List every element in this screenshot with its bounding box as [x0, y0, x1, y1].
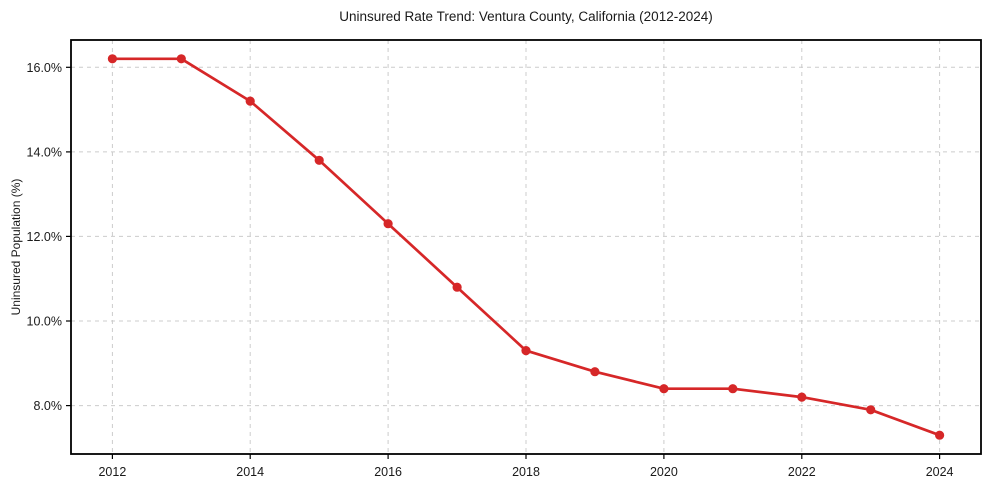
- data-point: [314, 155, 324, 165]
- data-point: [521, 346, 531, 356]
- x-tick-label: 2020: [650, 465, 678, 479]
- y-tick-label: 10.0%: [27, 315, 62, 329]
- x-tick-label: 2022: [788, 465, 816, 479]
- x-tick-label: 2016: [374, 465, 402, 479]
- data-point: [935, 430, 945, 440]
- data-point: [176, 54, 186, 64]
- data-point: [383, 219, 393, 229]
- chart-title: Uninsured Rate Trend: Ventura County, Ca…: [339, 9, 713, 24]
- x-tick-label: 2024: [926, 465, 954, 479]
- data-point: [797, 392, 807, 402]
- y-tick-label: 16.0%: [27, 61, 62, 75]
- data-point: [590, 367, 600, 377]
- axes-border: [70, 39, 982, 455]
- data-point: [107, 54, 117, 64]
- data-point: [728, 384, 738, 394]
- data-point: [245, 96, 255, 106]
- data-point: [452, 282, 462, 292]
- data-point: [659, 384, 669, 394]
- data-point: [866, 405, 876, 415]
- y-tick-label: 8.0%: [34, 399, 63, 413]
- y-tick-label: 12.0%: [27, 230, 62, 244]
- y-tick-label: 14.0%: [27, 145, 62, 159]
- x-tick-label: 2014: [236, 465, 264, 479]
- x-tick-label: 2018: [512, 465, 540, 479]
- x-tick-label: 2012: [98, 465, 126, 479]
